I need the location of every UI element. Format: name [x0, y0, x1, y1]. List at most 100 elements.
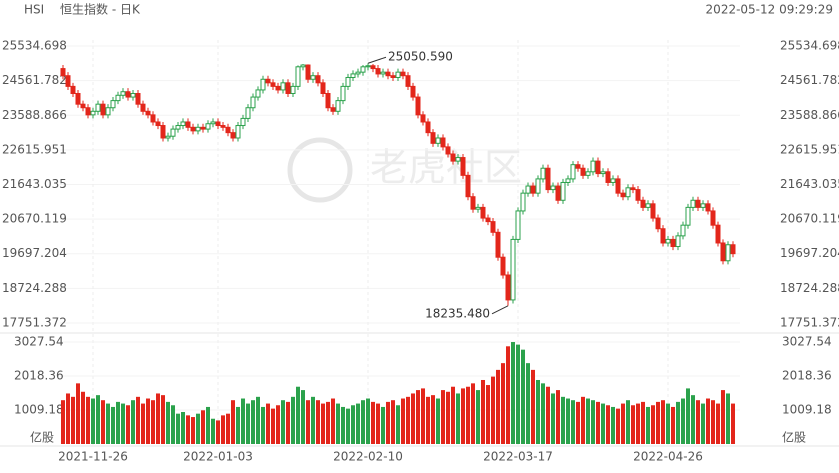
volume-bar: [521, 349, 525, 444]
volume-bar: [216, 420, 220, 444]
volume-bar: [721, 390, 725, 444]
volume-bar: [446, 391, 450, 444]
volume-bar: [306, 400, 310, 444]
candle-body: [475, 206, 481, 210]
volume-bar: [481, 379, 485, 444]
volume-bar: [546, 386, 550, 444]
index-name: 恒生指数 - 日K: [60, 2, 141, 17]
volume-bar: [426, 396, 430, 444]
volume-bar: [226, 413, 230, 444]
volume-bar: [156, 393, 160, 444]
candle-body: [125, 91, 131, 98]
candle-body: [120, 91, 126, 96]
candle-body: [575, 164, 581, 169]
candle-body: [240, 117, 246, 127]
candle-body: [290, 85, 296, 95]
volume-bar: [406, 396, 410, 444]
volume-bar: [686, 388, 690, 444]
candle-body: [495, 231, 501, 258]
volume-bar: [451, 386, 455, 444]
candle-body: [170, 128, 176, 137]
candle-body: [115, 94, 121, 102]
volume-bar: [561, 396, 565, 444]
candle-body: [300, 64, 306, 68]
volume-bar: [91, 398, 95, 444]
candle-body: [150, 114, 156, 123]
volume-bar: [251, 400, 255, 444]
candle-body: [270, 82, 276, 87]
volume-bar: [311, 396, 315, 444]
candle-body: [655, 217, 661, 230]
candle-body: [365, 65, 371, 68]
volume-bar: [496, 369, 500, 444]
candle-body: [360, 66, 366, 73]
annotation-leader: [491, 305, 509, 315]
volume-bar: [241, 398, 245, 444]
volume-bar: [661, 400, 665, 444]
candle-body: [280, 82, 286, 91]
candle-body: [105, 107, 111, 116]
volume-bar: [336, 403, 340, 444]
volume-bar: [566, 398, 570, 444]
candle-body: [200, 126, 206, 130]
volume-bar: [76, 383, 80, 444]
candle-body: [90, 110, 96, 116]
volume-bar: [276, 405, 280, 444]
volume-bar: [116, 401, 120, 444]
volume-bar: [346, 408, 350, 444]
volume-bar: [431, 395, 435, 444]
candle-body: [85, 107, 91, 116]
y-tick-label: 18724.288: [780, 281, 839, 295]
candle-body: [430, 132, 436, 144]
candle-body: [310, 75, 316, 80]
candle-body: [480, 206, 486, 219]
volume-bar: [286, 401, 290, 444]
candle-body: [660, 228, 666, 244]
volume-bar: [436, 398, 440, 444]
volume-bar: [161, 395, 165, 444]
candle-body: [525, 185, 531, 194]
candle-body: [715, 224, 721, 244]
volume-bar: [671, 406, 675, 444]
candle-body: [145, 110, 151, 116]
candle-body: [100, 103, 106, 116]
candle-body: [420, 114, 426, 123]
timestamp: 2022-05-12 09:29:29: [706, 3, 833, 17]
y2-tick-label: 3027.54: [14, 335, 64, 349]
y-tick-label: 19697.204: [780, 246, 839, 260]
volume-bar: [626, 400, 630, 444]
volume-bar: [401, 398, 405, 444]
candle-body: [625, 187, 631, 198]
volume-bar: [141, 403, 145, 444]
candle-body: [605, 171, 611, 183]
y-tick-label: 20670.119: [780, 212, 839, 226]
y-tick-label: 23588.866: [780, 108, 839, 122]
volume-bar: [151, 400, 155, 444]
candle-body: [415, 96, 421, 116]
volume-bar: [666, 403, 670, 444]
volume-bar: [341, 406, 345, 444]
volume-bar: [171, 405, 175, 444]
volume-bar: [101, 400, 105, 444]
volume-bar: [731, 403, 735, 444]
volume-bar: [351, 405, 355, 444]
candle-body: [255, 89, 261, 98]
candle-body: [195, 126, 201, 132]
volume-bar: [66, 393, 70, 444]
candle-body: [405, 75, 411, 87]
candle-body: [235, 125, 241, 139]
volume-bar: [166, 401, 170, 444]
candle-body: [640, 199, 646, 208]
candle-body: [410, 85, 416, 98]
volume-bar: [506, 346, 510, 444]
candle-body: [190, 126, 196, 132]
candle-body: [595, 160, 601, 175]
volume-bar: [181, 411, 185, 444]
candle-body: [730, 244, 736, 255]
y-tick-label: 22615.951: [2, 142, 67, 156]
candle-body: [390, 75, 396, 78]
watermark-logo: [287, 137, 353, 203]
volume-bar: [456, 393, 460, 444]
volume-bar: [261, 406, 265, 444]
y-tick-label: 20670.119: [2, 212, 67, 226]
